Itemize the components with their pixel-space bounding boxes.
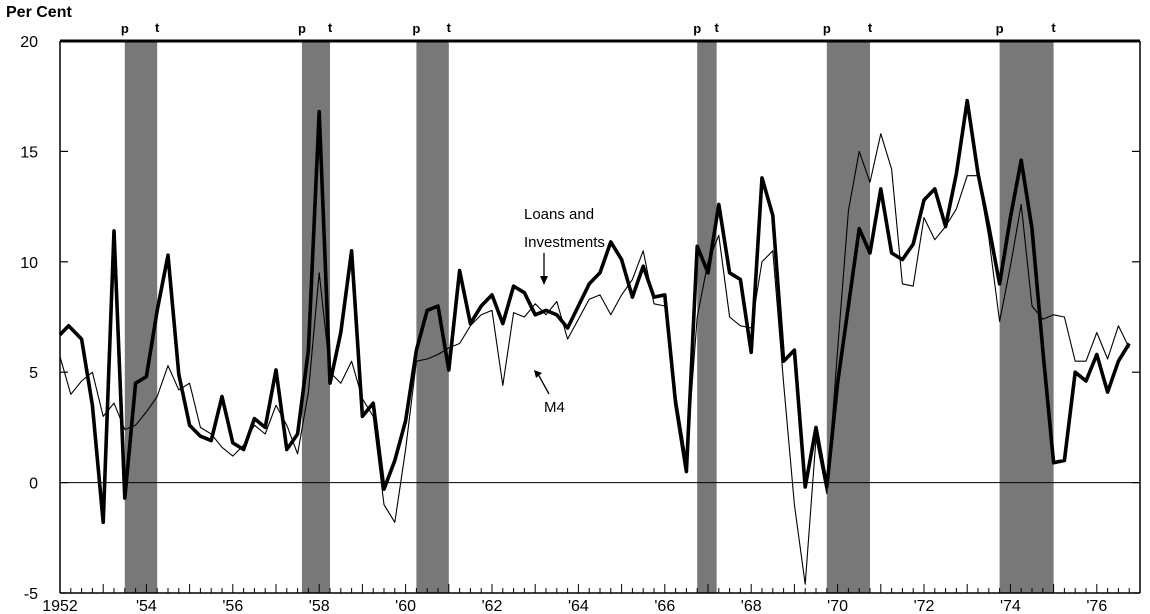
- x-tick-label-0: 1952: [42, 598, 78, 614]
- series-line-loans-and-investments: [58, 98, 1131, 525]
- x-tick-label-2: '56: [222, 598, 243, 614]
- y-tick-label-5: -5: [24, 586, 38, 603]
- x-tick-label-5: '62: [482, 598, 503, 614]
- recession-peak-label-3: p: [693, 21, 701, 36]
- x-tick-label-1: '54: [136, 598, 157, 614]
- x-tick-label-9: '70: [827, 598, 848, 614]
- x-tick-label-6: '64: [568, 598, 589, 614]
- x-tick-label-10: '72: [914, 598, 935, 614]
- recession-trough-label-1: t: [328, 20, 333, 35]
- loans-investments-label-line2: Investments: [524, 234, 605, 251]
- recession-band-0: [124, 41, 158, 593]
- x-tick-label-8: '68: [741, 598, 762, 614]
- recession-trough-label-2: t: [447, 20, 452, 35]
- recession-band-2: [416, 41, 449, 593]
- data-series: [58, 98, 1131, 585]
- loans-investments-arrowhead: [540, 276, 548, 285]
- x-tick-label-12: '76: [1086, 598, 1107, 614]
- y-tick-label-3: 5: [29, 365, 38, 382]
- m4-arrow: [537, 373, 550, 395]
- series-line-m4: [59, 133, 1130, 585]
- y-tick-label-4: 0: [29, 476, 38, 493]
- y-tick-label-0: 20: [20, 34, 38, 51]
- x-tick-label-7: '66: [654, 598, 675, 614]
- recession-trough-label-3: t: [714, 20, 719, 35]
- recession-peak-label-5: p: [996, 21, 1004, 36]
- recession-peak-label-0: p: [121, 21, 129, 36]
- y-tick-label-1: 15: [20, 144, 38, 161]
- recession-peak-label-2: p: [412, 21, 420, 36]
- loans-investments-label-line1: Loans and: [524, 206, 594, 223]
- x-tick-label-3: '58: [309, 598, 330, 614]
- y-axis-label: Per Cent: [6, 4, 72, 21]
- m4-arrowhead: [534, 370, 542, 378]
- recession-band-1: [301, 41, 330, 593]
- m4-label: M4: [544, 399, 565, 416]
- recession-peak-label-1: p: [298, 21, 306, 36]
- y-tick-label-2: 10: [20, 255, 38, 272]
- recession-trough-label-5: t: [1051, 20, 1056, 35]
- recession-band-3: [697, 41, 717, 593]
- recession-trough-label-0: t: [155, 20, 160, 35]
- x-tick-label-11: '74: [1000, 598, 1021, 614]
- recession-band-5: [999, 41, 1054, 593]
- x-tick-label-4: '60: [395, 598, 416, 614]
- annotations: Loans and Investments M4: [524, 206, 605, 416]
- recession-peak-label-4: p: [823, 21, 831, 36]
- recession-trough-label-4: t: [868, 20, 873, 35]
